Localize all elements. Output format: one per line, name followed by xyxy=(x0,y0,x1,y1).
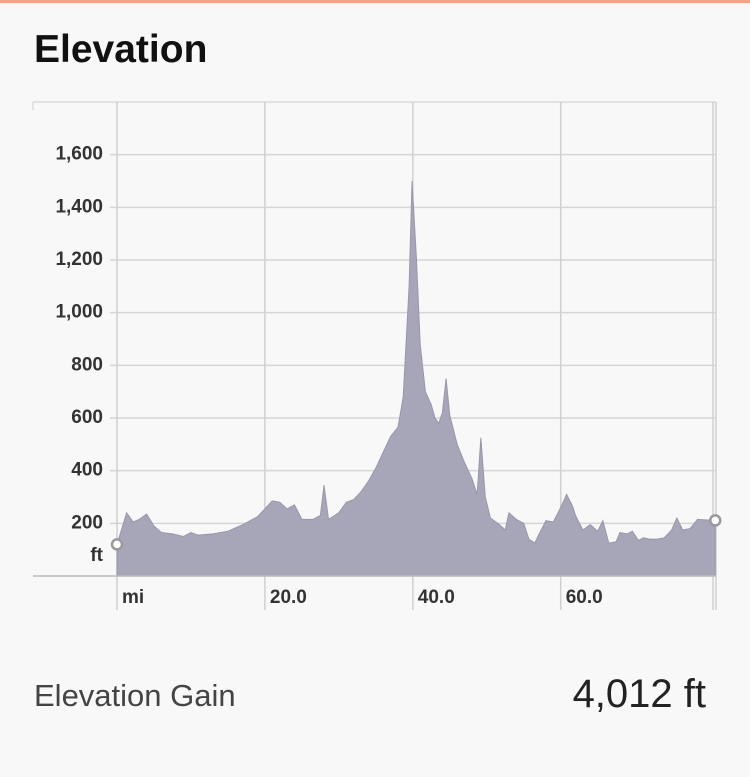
y-axis-label: ft xyxy=(90,545,103,566)
x-tick-label: 40.0 xyxy=(418,587,455,608)
x-tick-label: 20.0 xyxy=(270,587,307,608)
x-tick-label: 60.0 xyxy=(566,587,603,608)
summary-label: Elevation Gain xyxy=(34,678,236,713)
x-tick-label: mi xyxy=(122,587,144,608)
y-tick-label: 1,400 xyxy=(55,196,103,217)
elevation-area xyxy=(116,180,716,577)
summary-value: 4,012 ft xyxy=(572,672,706,716)
y-tick-label: 1,000 xyxy=(55,302,103,323)
end-marker xyxy=(709,514,722,527)
y-tick-label: 800 xyxy=(71,354,103,375)
y-tick-label: 200 xyxy=(71,512,103,533)
top-bar xyxy=(0,0,750,3)
chart: ft 200 400 600 800 1,000 1,200 1,400 1,600 mi 20.… xyxy=(32,101,722,610)
title: Elevation xyxy=(34,28,208,71)
y-tick-label: 400 xyxy=(71,460,103,481)
end-marker xyxy=(110,538,124,551)
y-tick-label: 600 xyxy=(71,407,103,428)
y-tick-label: 1,600 xyxy=(55,144,103,165)
y-tick-label: 1,200 xyxy=(55,249,103,270)
